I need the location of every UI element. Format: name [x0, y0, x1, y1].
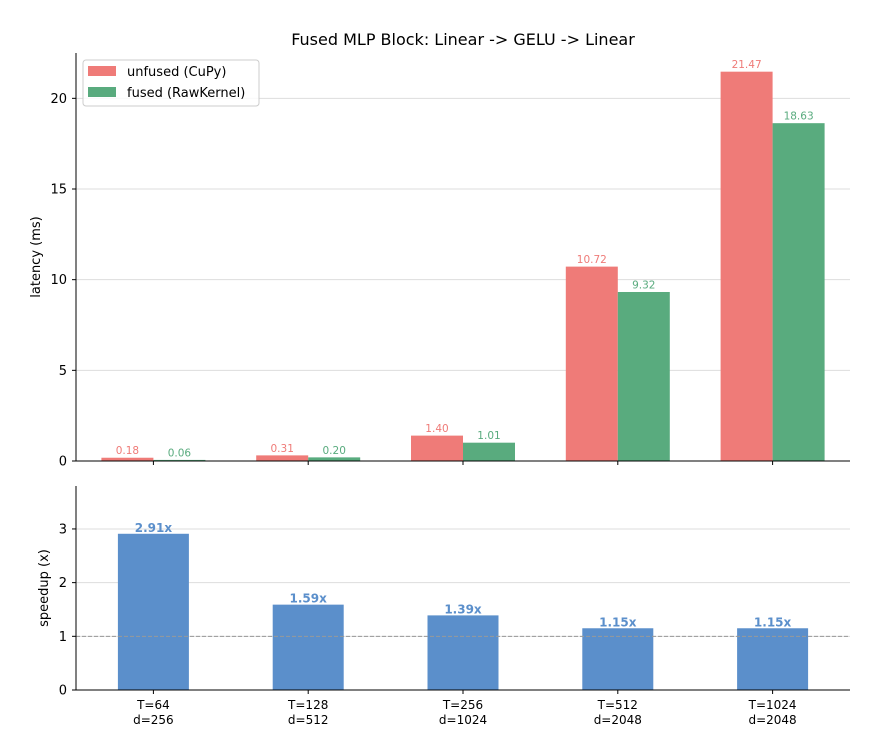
legend: unfused (CuPy) fused (RawKernel) — [82, 59, 260, 107]
chart-title: Fused MLP Block: Linear -> GELU -> Linea… — [291, 30, 635, 49]
x-tick-label: T=128 d=512 — [287, 698, 328, 727]
bar-speedup — [117, 533, 189, 690]
bar-unfused — [256, 455, 309, 461]
bar-fused — [772, 123, 825, 462]
bar-unfused — [101, 457, 154, 461]
y-axis-label: speedup (x) — [37, 549, 52, 627]
x-tick-label: T=256 d=1024 — [439, 698, 487, 727]
y-tick-label: 5 — [59, 364, 67, 379]
y-tick-label: 0 — [59, 684, 67, 699]
bar-value-label: 0.06 — [168, 447, 192, 459]
y-tick-label: 1 — [59, 630, 67, 645]
speedup-value-label: 1.59x — [290, 592, 328, 606]
bar-value-label: 9.32 — [632, 279, 655, 291]
speedup-value-label: 1.15x — [754, 615, 792, 629]
bar-value-label: 0.31 — [271, 443, 294, 455]
legend-swatch — [88, 87, 116, 97]
bar-speedup — [582, 628, 654, 690]
y-tick-label: 15 — [50, 183, 67, 198]
y-tick-label: 0 — [59, 455, 67, 470]
x-tick-label: T=512 d=2048 — [594, 698, 642, 727]
bar-unfused — [411, 435, 463, 461]
x-tick-label: T=1024 d=2048 — [748, 698, 797, 727]
bar-fused — [153, 459, 206, 461]
bar-speedup — [272, 604, 344, 690]
y-tick-label: 2 — [59, 576, 67, 591]
legend-label: fused (RawKernel) — [127, 86, 245, 101]
legend-swatch — [88, 66, 116, 76]
bar-fused — [463, 442, 515, 461]
bar-value-label: 21.47 — [732, 59, 762, 71]
bar-fused — [617, 291, 670, 461]
speedup-value-label: 1.39x — [444, 602, 482, 616]
bar-fused — [308, 457, 361, 461]
y-tick-label: 20 — [50, 92, 67, 107]
x-tick-label: T=64 d=256 — [133, 698, 174, 727]
y-axis-label: latency (ms) — [29, 216, 44, 297]
y-tick-label: 3 — [59, 522, 67, 537]
bar-value-label: 1.40 — [425, 423, 448, 435]
bar-value-label: 10.72 — [577, 254, 607, 266]
bar-speedup — [427, 615, 499, 690]
latency-panel: 0 5 10 15 20 0.18 0.31 1.40 10.72 21.47 0.06 0.20 1.… — [29, 30, 850, 470]
bar-value-label: 18.63 — [784, 111, 814, 123]
bar-unfused — [720, 71, 773, 461]
speedup-value-label: 2.91x — [135, 521, 173, 535]
speedup-panel: 0 1 2 3 2.91x 1.59x 1.39x 1.15x 1.15x T=64 d=256 T=… — [37, 486, 850, 727]
speedup-value-label: 1.15x — [599, 615, 637, 629]
legend-label: unfused (CuPy) — [127, 65, 226, 80]
legend-box — [82, 59, 260, 107]
bar-unfused — [565, 266, 618, 461]
bar-value-label: 0.18 — [116, 445, 139, 457]
bar-speedup — [737, 628, 809, 690]
bar-value-label: 1.01 — [477, 430, 500, 442]
y-tick-label: 10 — [50, 273, 67, 288]
bar-value-label: 0.20 — [323, 445, 346, 457]
